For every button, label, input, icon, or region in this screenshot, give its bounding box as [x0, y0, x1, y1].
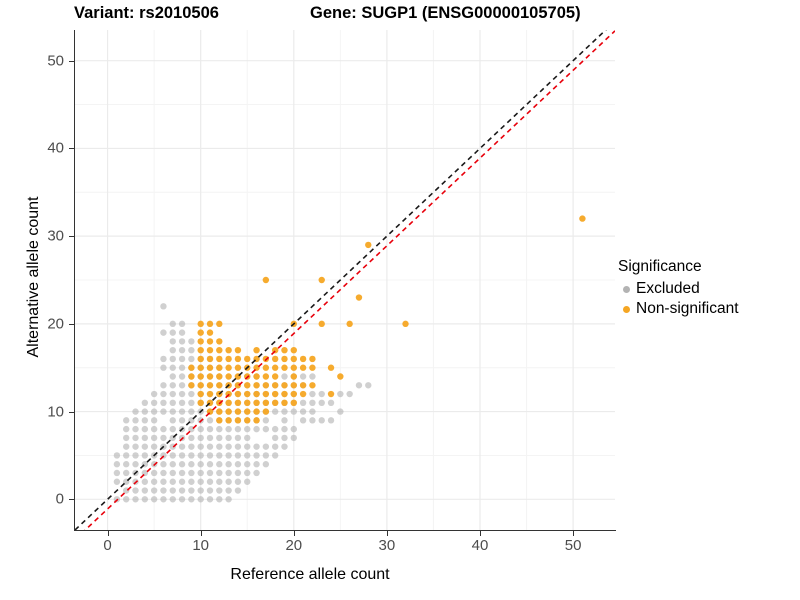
reference-line-fit	[84, 30, 615, 530]
y-tick-mark	[69, 60, 74, 62]
gridlines-major	[75, 30, 615, 530]
x-tick-label: 40	[471, 537, 489, 554]
legend-key-nonsignificant-icon	[618, 299, 634, 319]
x-tick-mark	[107, 531, 109, 536]
x-tick-label: 10	[192, 537, 210, 554]
legend-label-excluded: Excluded	[636, 280, 700, 297]
x-tick-mark	[293, 531, 295, 536]
legend-item-excluded[interactable]: Excluded	[618, 279, 739, 299]
gene-title: Gene: SUGP1 (ENSG00000105705)	[310, 4, 581, 22]
x-tick-mark	[480, 531, 481, 536]
y-tick-label: 20	[47, 315, 64, 333]
legend-swatch	[622, 305, 630, 313]
x-axis-line	[74, 529, 616, 531]
x-tick-mark	[573, 531, 575, 536]
y-tick-mark	[69, 148, 74, 150]
legend-title: Significance	[618, 258, 702, 275]
y-tick-mark	[69, 411, 74, 413]
legend-item-nonsignificant[interactable]: Non-significant	[618, 299, 739, 319]
series-excluded	[113, 303, 372, 503]
y-axis-line	[74, 30, 76, 530]
reference-line-identity	[75, 30, 607, 530]
x-tick-label: 20	[285, 537, 303, 554]
y-tick-label: 10	[47, 403, 64, 421]
y-tick-label: 40	[47, 139, 64, 157]
x-tick-label: 30	[378, 537, 396, 554]
y-tick-mark	[69, 236, 74, 238]
y-axis-label: Alternative allele count	[25, 196, 42, 358]
y-tick-mark	[69, 499, 74, 501]
x-tick-label: 50	[564, 537, 582, 554]
y-tick-label: 0	[55, 490, 64, 508]
x-tick-mark	[200, 531, 202, 536]
x-tick-mark	[386, 531, 388, 536]
legend-swatch	[622, 285, 630, 293]
plot-canvas	[75, 30, 615, 530]
variant-title: Variant: rs2010506	[74, 4, 219, 22]
y-tick-label: 30	[47, 227, 64, 245]
legend: Significance Excluded Non-significant	[618, 258, 739, 319]
y-tick-mark	[69, 323, 74, 325]
x-axis-label: Reference allele count	[230, 566, 390, 583]
legend-key-excluded-icon	[618, 279, 634, 299]
x-tick-label: 0	[103, 537, 112, 554]
title-row: Variant: rs2010506 Gene: SUGP1 (ENSG0000…	[0, 0, 800, 30]
legend-label-nonsignificant: Non-significant	[636, 300, 739, 317]
y-tick-label: 50	[47, 52, 64, 70]
plot-panel	[75, 30, 615, 530]
